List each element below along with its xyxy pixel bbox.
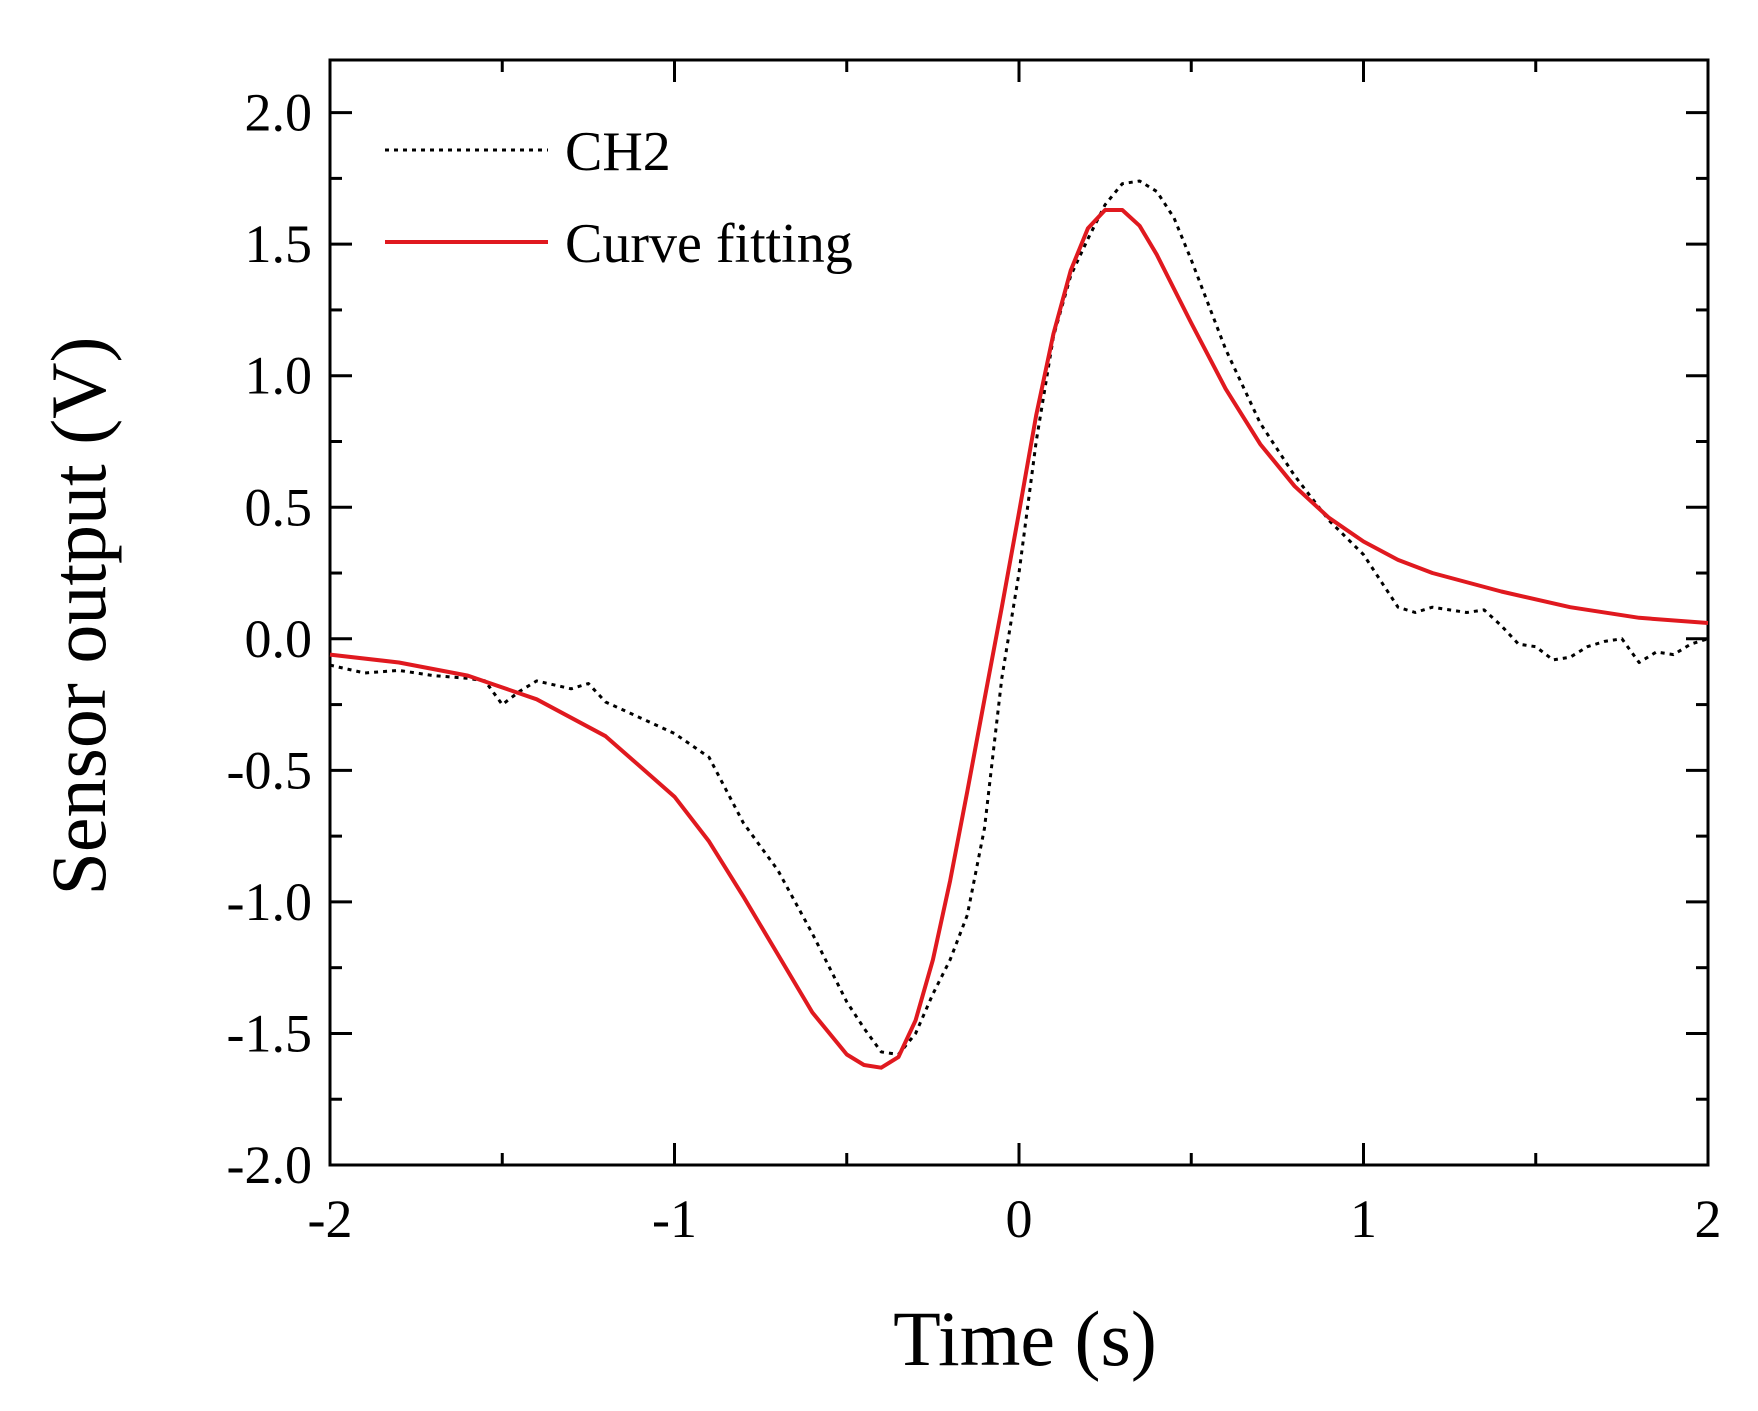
y-tick-label: -2.0 xyxy=(227,1135,312,1195)
y-axis-title: Sensor output (V) xyxy=(35,337,122,896)
y-tick-label: 2.0 xyxy=(245,83,313,143)
series-layer xyxy=(329,179,1709,1070)
y-tick-label: -1.0 xyxy=(227,872,312,932)
y-tick-label: 1.0 xyxy=(245,346,313,406)
legend-label: CH2 xyxy=(565,121,671,183)
x-axis-title: Time (s) xyxy=(893,1295,1157,1382)
x-tick-label: 0 xyxy=(1006,1189,1033,1249)
y-axis-ticks: -2.0 -1.5 -1.0 -0.5 0.0 0.5 1.0 1.5 2.0 xyxy=(227,83,1708,1195)
x-tick-label: 2 xyxy=(1695,1189,1722,1249)
x-axis-ticks: -2 -1 0 1 2 xyxy=(308,60,1722,1249)
x-tick-label: -1 xyxy=(652,1189,697,1249)
x-tick-label: -2 xyxy=(308,1189,353,1249)
y-tick-label: 0.0 xyxy=(245,609,313,669)
legend-label: Curve fitting xyxy=(565,213,853,275)
series-curve-fitting-line xyxy=(329,208,1709,1070)
y-tick-label: -0.5 xyxy=(227,740,312,800)
x-tick-label: 1 xyxy=(1350,1189,1377,1249)
y-tick-label: 1.5 xyxy=(245,214,313,274)
y-tick-label: 0.5 xyxy=(245,477,313,537)
y-tick-label: -1.5 xyxy=(227,1003,312,1063)
series-ch2-line xyxy=(329,179,1709,1056)
legend: CH2 Curve fitting xyxy=(385,121,853,275)
